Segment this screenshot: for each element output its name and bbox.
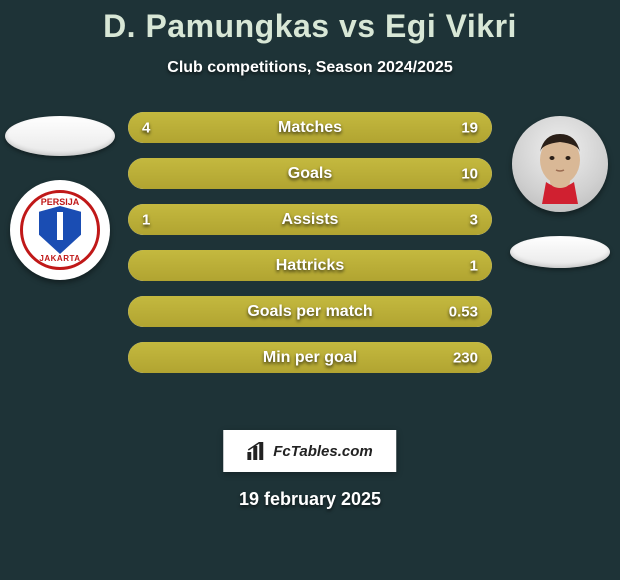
date-line: 19 february 2025 — [0, 489, 620, 510]
stat-bar: Hattricks1 — [128, 250, 492, 281]
attribution-text: FcTables.com — [273, 443, 372, 460]
stat-fill-left — [128, 112, 190, 143]
comparison-infographic: D. Pamungkas vs Egi Vikri Club competiti… — [0, 0, 620, 580]
player2-name-oval — [510, 236, 610, 268]
stat-fill-left — [128, 204, 219, 235]
logo-text-top: PERSIJA — [41, 197, 80, 207]
title-player2: Egi Vikri — [385, 8, 517, 44]
subtitle: Club competitions, Season 2024/2025 — [0, 59, 620, 77]
right-column — [500, 112, 620, 268]
logo-monument-icon — [57, 212, 63, 240]
attribution-badge: FcTables.com — [223, 430, 396, 472]
avatar-face-icon — [520, 124, 600, 204]
stat-bar: Goals10 — [128, 158, 492, 189]
page-title: D. Pamungkas vs Egi Vikri — [0, 0, 620, 45]
stat-bar: Min per goal230 — [128, 342, 492, 373]
stat-fill-right — [219, 204, 492, 235]
bars-icon — [247, 442, 267, 460]
logo-shield — [39, 206, 81, 254]
stat-bar: Assists13 — [128, 204, 492, 235]
left-column: PERSIJA JAKARTA — [0, 112, 120, 280]
logo-ring: PERSIJA JAKARTA — [20, 190, 100, 270]
stat-fill-right — [128, 250, 492, 281]
stat-fill-right — [190, 112, 492, 143]
stat-bar: Matches419 — [128, 112, 492, 143]
title-vs: vs — [339, 8, 376, 44]
player1-name-oval — [5, 116, 115, 156]
title-player1: D. Pamungkas — [103, 8, 330, 44]
player2-avatar — [512, 116, 608, 212]
stat-fill-right — [128, 158, 492, 189]
main-layout: PERSIJA JAKARTA Matches419 Goals10 Assists… — [0, 112, 620, 373]
stat-fill-right — [128, 342, 492, 373]
stat-fill-right — [128, 296, 492, 327]
stat-bar: Goals per match0.53 — [128, 296, 492, 327]
player1-club-logo: PERSIJA JAKARTA — [10, 180, 110, 280]
stats-bars: Matches419 Goals10 Assists13 Hattricks1 Goal… — [120, 112, 500, 373]
logo-text-bottom: JAKARTA — [39, 254, 80, 263]
